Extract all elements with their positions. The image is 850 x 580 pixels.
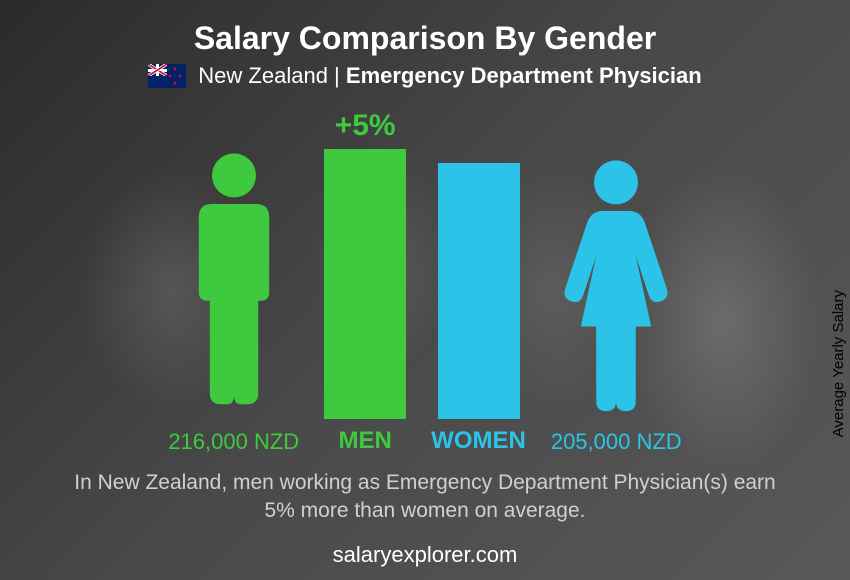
- subtitle-text: New Zealand | Emergency Department Physi…: [198, 63, 701, 89]
- separator: |: [328, 63, 346, 88]
- difference-label: +5%: [335, 109, 396, 143]
- main-title: Salary Comparison By Gender: [194, 20, 656, 57]
- job-title-label: Emergency Department Physician: [346, 63, 702, 88]
- female-bar-column: WOMEN: [431, 163, 526, 455]
- male-figure-column: 216,000 NZD: [168, 141, 299, 455]
- subtitle-row: New Zealand | Emergency Department Physi…: [148, 63, 701, 89]
- y-axis-label: Average Yearly Salary: [830, 290, 847, 437]
- male-bar-column: +5% MEN: [324, 109, 406, 455]
- summary-text: In New Zealand, men working as Emergency…: [65, 469, 785, 526]
- nz-flag-icon: [148, 64, 186, 88]
- chart-area: 216,000 NZD +5% MEN WOMEN 205,000 NZD: [40, 109, 810, 455]
- female-bar-label: WOMEN: [431, 427, 526, 455]
- female-figure-column: 205,000 NZD: [551, 155, 682, 455]
- footer-source: salaryexplorer.com: [333, 542, 518, 568]
- infographic-content: Salary Comparison By Gender New Zealand …: [0, 0, 850, 580]
- male-salary-value: 216,000 NZD: [168, 429, 299, 455]
- female-person-icon: [561, 155, 671, 421]
- country-label: New Zealand: [198, 63, 328, 88]
- female-bar: [438, 163, 520, 419]
- male-bar: [324, 149, 406, 419]
- male-bar-label: MEN: [339, 427, 392, 455]
- female-salary-value: 205,000 NZD: [551, 429, 682, 455]
- male-person-icon: [179, 141, 289, 421]
